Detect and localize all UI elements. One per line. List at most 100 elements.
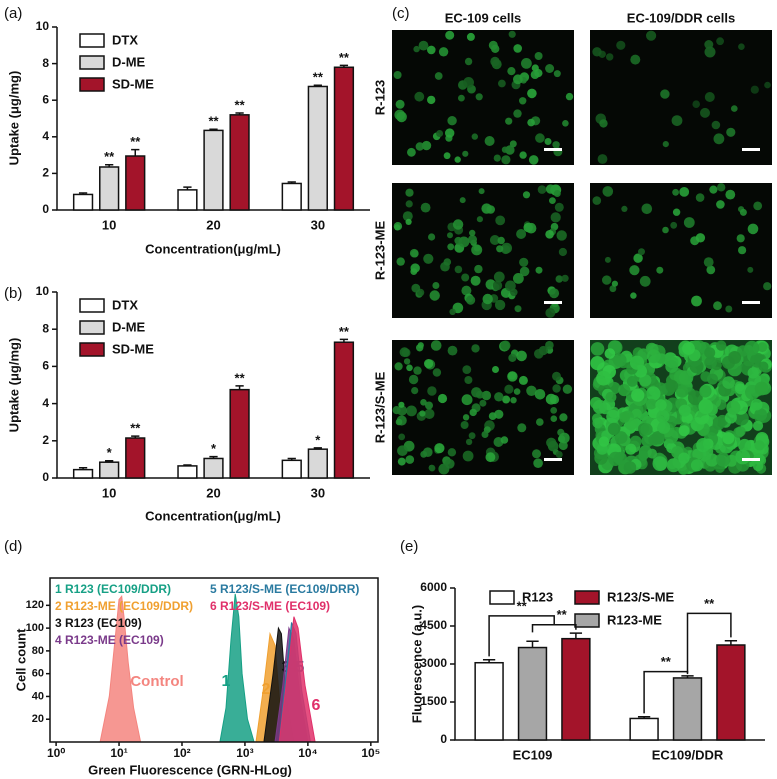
cell — [399, 347, 410, 358]
significance-label: ** — [339, 324, 350, 339]
cell — [427, 45, 436, 55]
cell — [705, 453, 719, 467]
cell — [592, 417, 603, 429]
y-tick-label: 40 — [32, 690, 44, 702]
legend-swatch — [574, 590, 600, 605]
cell — [678, 370, 694, 385]
error-bar — [235, 112, 244, 115]
legend-label: D-ME — [112, 319, 146, 334]
error-bar — [526, 640, 539, 648]
bar — [474, 661, 504, 741]
y-tick-label: 80 — [32, 645, 44, 657]
bar — [125, 155, 146, 211]
cell — [488, 412, 497, 420]
cell — [469, 229, 476, 237]
cell — [519, 97, 527, 105]
cell — [716, 340, 727, 351]
cell — [670, 221, 678, 229]
legend-swatch — [79, 342, 105, 357]
cell — [481, 431, 489, 438]
cell — [735, 383, 746, 395]
cell — [414, 91, 425, 102]
peak-label: 6 — [312, 697, 321, 714]
cell — [513, 74, 523, 85]
cell — [447, 116, 457, 126]
cell — [502, 395, 511, 404]
y-tick-label: 10 — [36, 19, 50, 33]
significance-label: ** — [130, 134, 141, 149]
cell — [553, 70, 561, 78]
cell — [497, 236, 505, 245]
x-axis-title: Concentration(μg/mL) — [145, 508, 281, 523]
cell — [420, 202, 431, 213]
cell — [596, 370, 611, 386]
column-header: EC-109 cells — [445, 10, 522, 25]
significance-label: ** — [339, 50, 350, 65]
micrograph — [590, 340, 772, 475]
legend-label: 6 R123/S-ME (EC109) — [210, 599, 330, 613]
cell — [493, 271, 505, 283]
cell — [432, 368, 442, 377]
cell — [753, 201, 763, 211]
cell — [754, 381, 769, 396]
cell — [485, 452, 496, 463]
y-axis-title: Uptake (μg/mg) — [6, 338, 21, 433]
bar — [229, 114, 250, 211]
cell — [447, 243, 455, 251]
cell — [528, 155, 539, 165]
cell — [646, 398, 657, 410]
cell — [687, 390, 703, 406]
cell — [747, 223, 759, 235]
axis-line — [56, 27, 370, 211]
cell — [549, 288, 560, 299]
legend-label: D-ME — [112, 54, 146, 69]
cell — [722, 376, 735, 389]
scale-bar — [544, 148, 562, 151]
cell — [425, 401, 433, 410]
cell — [641, 203, 653, 215]
cell — [602, 275, 612, 285]
cell — [647, 448, 658, 459]
cell — [552, 371, 561, 381]
cell — [430, 340, 442, 351]
cell — [514, 305, 522, 313]
cell — [655, 459, 667, 471]
error-bar — [724, 639, 738, 645]
cell — [747, 367, 759, 379]
cell — [618, 411, 630, 423]
cell — [501, 155, 511, 165]
y-tick-label: 4500 — [420, 618, 447, 632]
error-bar — [313, 447, 322, 450]
histogram-area — [99, 594, 142, 743]
cell — [406, 405, 417, 417]
x-tick-label: 10 — [102, 485, 116, 500]
y-axis-title: Fluorescence (a.u.) — [409, 605, 424, 723]
cell — [606, 409, 620, 424]
legend-label: R123 — [522, 589, 553, 604]
cell — [409, 248, 419, 258]
cell — [420, 450, 428, 458]
bar — [333, 66, 355, 211]
cell — [638, 248, 645, 256]
legend-swatch — [79, 55, 105, 70]
cell — [445, 128, 455, 138]
cell — [461, 273, 470, 282]
cell — [471, 344, 480, 353]
cell — [434, 443, 445, 454]
cell — [561, 274, 569, 282]
bar — [177, 465, 198, 479]
cell — [405, 218, 412, 225]
cell — [744, 340, 760, 356]
significance-bracket — [686, 612, 732, 673]
error-bar — [339, 64, 349, 68]
bar — [99, 166, 120, 211]
bar — [203, 457, 224, 479]
y-tick-label: 0 — [440, 732, 447, 746]
panel-label: (d) — [4, 538, 22, 555]
cell — [462, 450, 474, 462]
bar — [177, 189, 198, 211]
error-bar — [209, 455, 218, 459]
x-tick-label: 20 — [206, 217, 220, 232]
y-tick-label: 20 — [32, 713, 44, 725]
cell — [707, 373, 718, 385]
